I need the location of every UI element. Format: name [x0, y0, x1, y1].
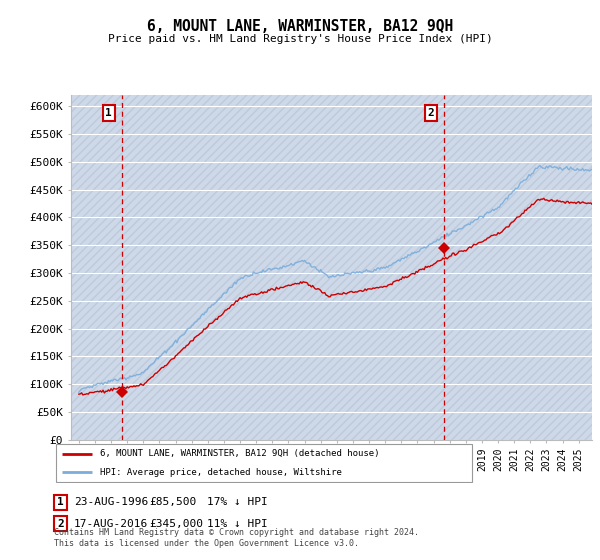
Text: 1: 1 — [57, 497, 64, 507]
Text: 23-AUG-1996: 23-AUG-1996 — [74, 497, 148, 507]
Text: Contains HM Land Registry data © Crown copyright and database right 2024.
This d: Contains HM Land Registry data © Crown c… — [54, 528, 419, 548]
Text: £345,000: £345,000 — [149, 519, 203, 529]
Text: 6, MOUNT LANE, WARMINSTER, BA12 9QH: 6, MOUNT LANE, WARMINSTER, BA12 9QH — [147, 20, 453, 34]
Text: HPI: Average price, detached house, Wiltshire: HPI: Average price, detached house, Wilt… — [100, 468, 342, 477]
Text: 17% ↓ HPI: 17% ↓ HPI — [207, 497, 268, 507]
Text: 6, MOUNT LANE, WARMINSTER, BA12 9QH (detached house): 6, MOUNT LANE, WARMINSTER, BA12 9QH (det… — [100, 449, 380, 458]
Text: 2: 2 — [428, 108, 434, 118]
FancyBboxPatch shape — [56, 444, 472, 483]
Text: 17-AUG-2016: 17-AUG-2016 — [74, 519, 148, 529]
Text: Price paid vs. HM Land Registry's House Price Index (HPI): Price paid vs. HM Land Registry's House … — [107, 34, 493, 44]
Text: 1: 1 — [106, 108, 112, 118]
Text: 11% ↓ HPI: 11% ↓ HPI — [207, 519, 268, 529]
Text: 2: 2 — [57, 519, 64, 529]
Text: £85,500: £85,500 — [149, 497, 196, 507]
